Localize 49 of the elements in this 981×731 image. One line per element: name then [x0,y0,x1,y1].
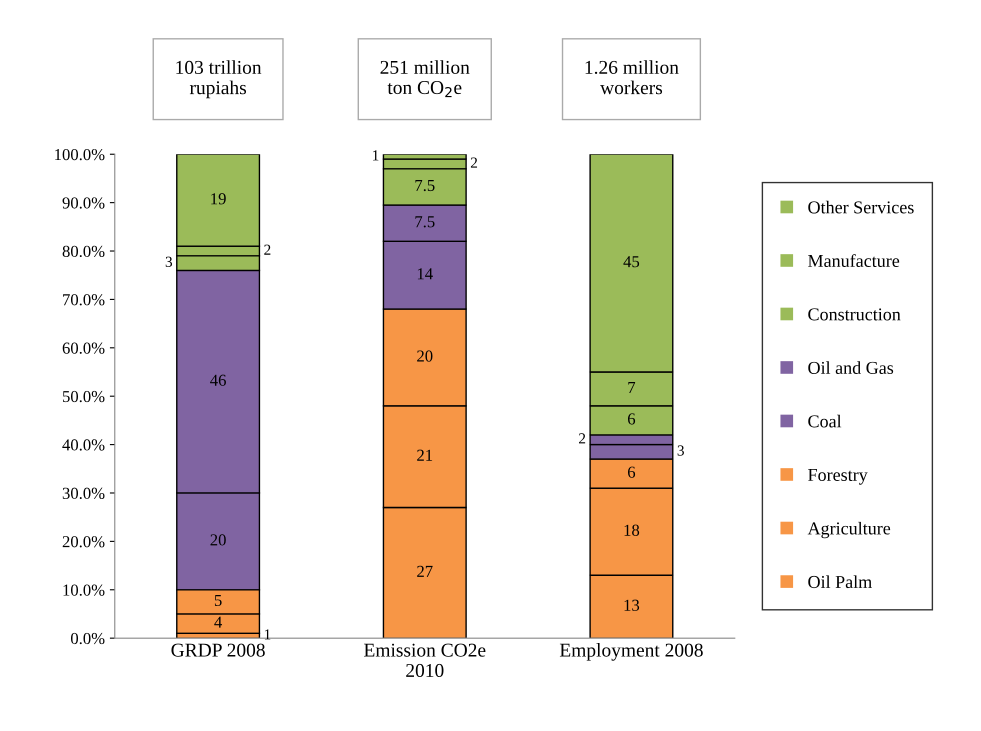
data-label: 20 [210,534,226,546]
data-label: 6 [628,466,636,478]
y-tick-label: 90.0% [62,197,104,209]
y-tick-label: 20.0% [62,536,104,548]
data-label: 2 [264,244,270,255]
legend-label: Oil and Gas [808,361,894,374]
legend-label: Agriculture [808,522,890,538]
y-tick-label: 40.0% [62,439,104,451]
x-tick-label: Employment 2008 [560,643,703,661]
text: 1.26 million workers [586,60,679,94]
data-label: 45 [623,256,640,268]
data-label: 3 [166,256,172,267]
data-label: 2 [579,433,586,444]
x-tick-label: Emission CO2e 2010 [364,644,486,678]
data-label: 5 [214,594,222,606]
y-tick-label: 70.0% [63,294,104,306]
legend-label: Oil Palm [808,575,872,588]
data-label: 1 [264,629,270,640]
y-tick-label: 30.0% [62,488,104,500]
data-label: 21 [417,450,432,461]
y-tick-label: 60.0% [62,342,104,354]
legend-label: Other Services [808,200,914,214]
y-tick-label: 0.0% [70,632,104,644]
data-label: 3 [678,445,684,456]
data-label: 18 [624,524,640,536]
y-tick-label: 80.0% [62,246,104,258]
data-label: 20 [417,350,432,362]
data-label: 2 [470,157,478,168]
y-tick-label: 100.0% [55,148,104,160]
data-label: 6 [628,413,636,425]
legend-label: Construction [808,308,901,320]
legend-label: Forestry [808,468,868,485]
data-label: 7.5 [415,216,435,228]
x-tick-label: GRDP 2008 [171,644,265,657]
data-label: 7.5 [415,180,435,192]
data-label: 27 [417,566,433,577]
data-label: 14 [418,268,433,280]
legend-label: Manufacture [808,254,900,267]
legend-label: Coal [808,414,842,428]
text: 251 million ton CO$_{2}$e [380,60,470,98]
data-label: 1 [373,150,378,160]
data-label: 19 [211,193,226,204]
data-label: 4 [214,616,222,628]
data-label: 13 [624,600,640,611]
y-tick-label: 50.0% [62,390,104,402]
data-label: 46 [210,374,226,386]
text: 103 trillion rupiahs [176,60,262,98]
data-label: 7 [628,382,636,393]
y-tick-label: 10.0% [63,584,104,596]
